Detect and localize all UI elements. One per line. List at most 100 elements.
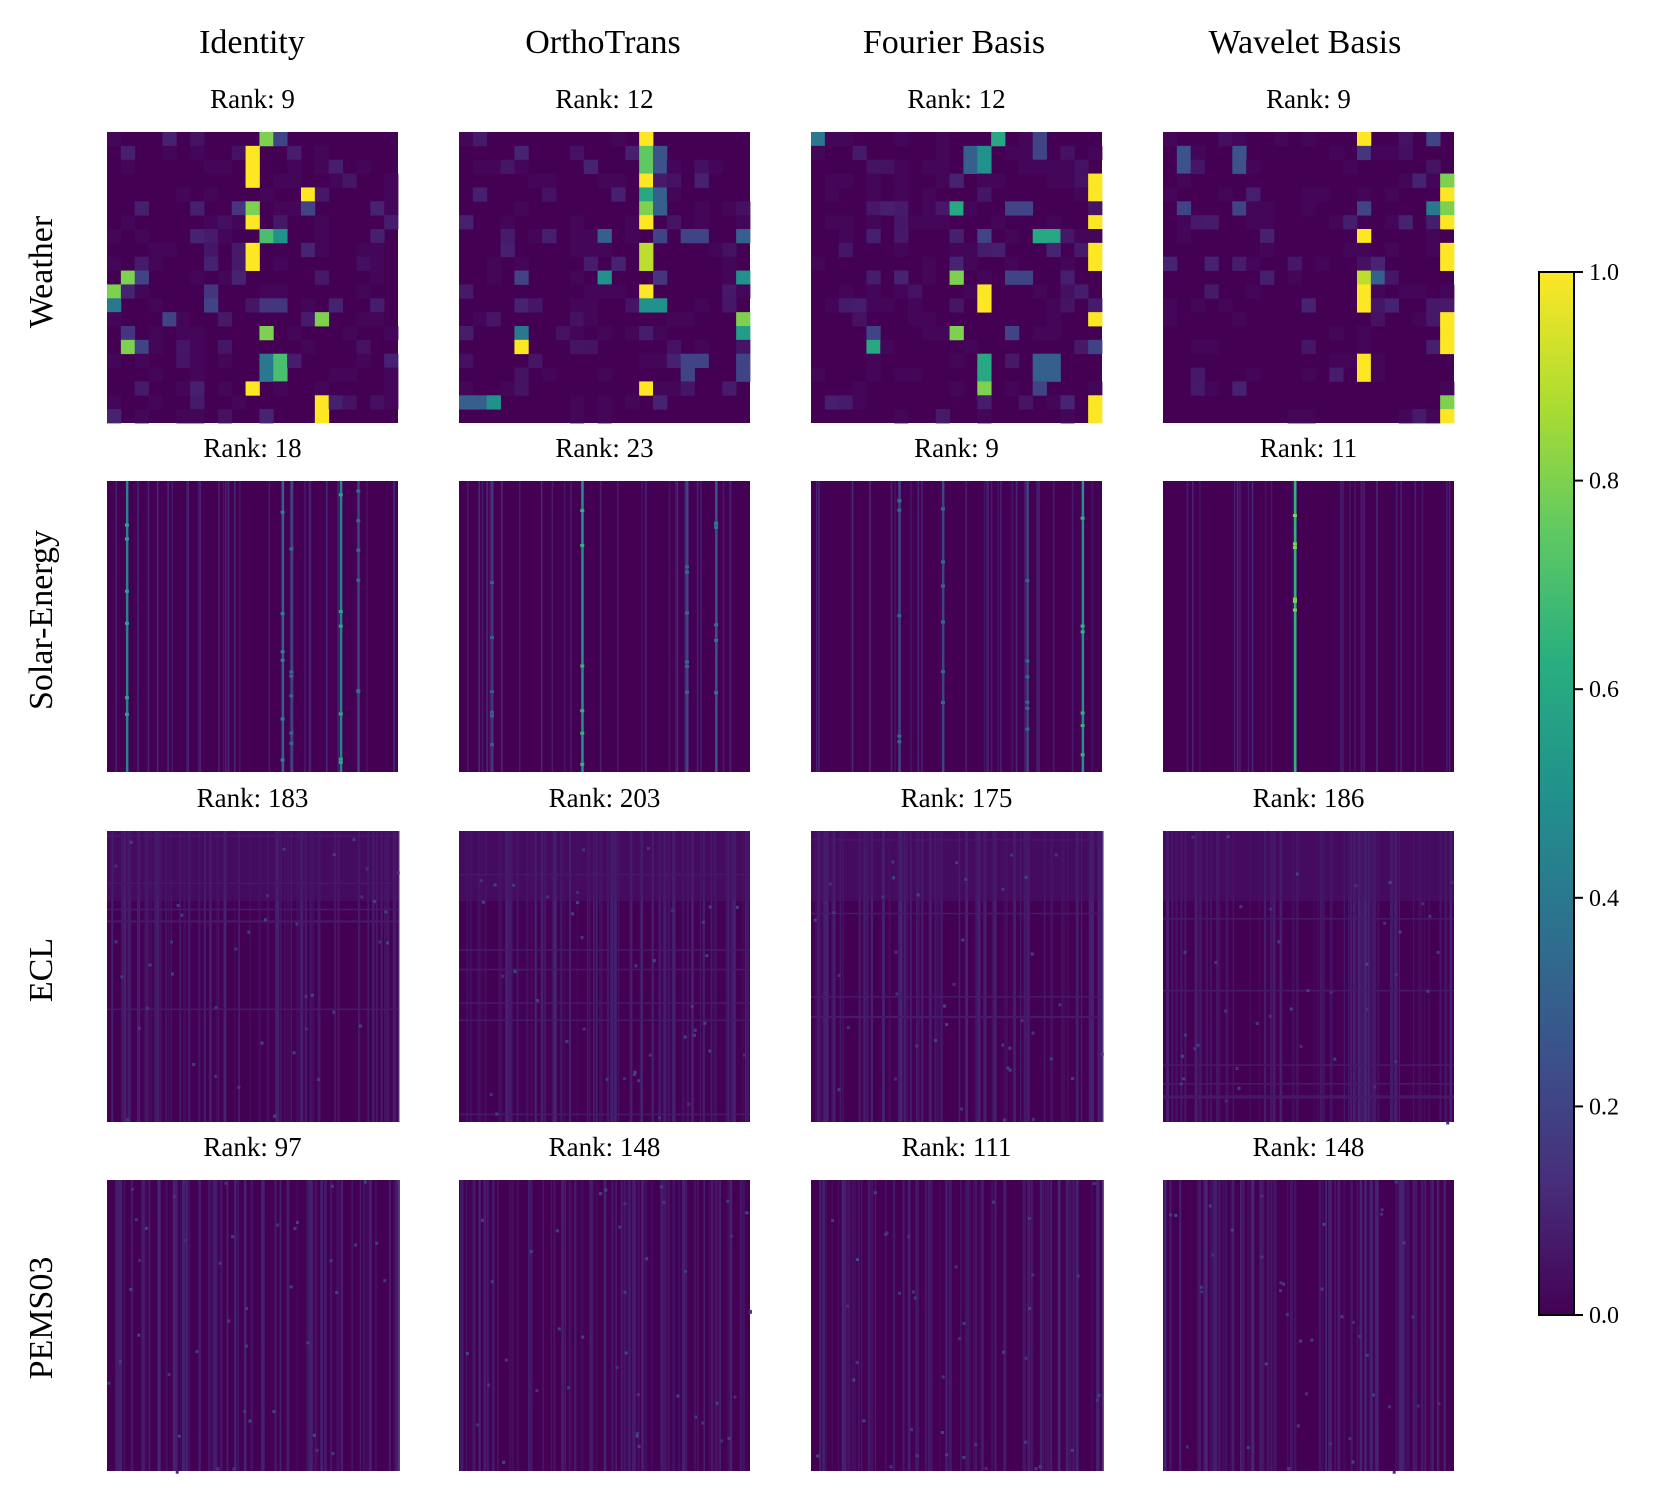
heatmap-stripe: [1313, 831, 1315, 1122]
heatmap-cell: [1260, 242, 1275, 258]
heatmap-cell: [384, 326, 399, 341]
heatmap-cell: [1046, 312, 1061, 327]
heatmap-cell: [124, 696, 129, 700]
heatmap-cell: [514, 381, 529, 396]
heatmap-cell: [1232, 312, 1247, 327]
heatmap-cell: [565, 1040, 569, 1044]
heatmap-cell: [231, 256, 246, 271]
heatmap-cell: [1370, 353, 1386, 368]
heatmap-cell: [935, 326, 950, 341]
heatmap-cell: [370, 256, 385, 271]
rank-label: Rank: 9: [914, 433, 999, 463]
heatmap-stripe: [815, 481, 818, 772]
heatmap-stripe: [290, 481, 293, 772]
heatmap-cell: [360, 895, 364, 899]
heatmap-cell: [1005, 381, 1020, 396]
heatmap-band: [107, 920, 398, 922]
heatmap-cell: [1018, 395, 1034, 410]
heatmap-cell: [611, 187, 626, 202]
heatmap-stripe: [965, 481, 967, 772]
heatmap-cell: [1348, 1437, 1352, 1441]
heatmap-stripe: [645, 1180, 648, 1471]
heatmap-cell: [897, 508, 902, 512]
heatmap-cell: [1226, 835, 1230, 839]
heatmap-cell: [280, 658, 285, 662]
heatmap-stripe: [1354, 831, 1357, 1122]
heatmap-stripe: [1198, 1180, 1202, 1471]
heatmap-stripe: [651, 1180, 653, 1471]
heatmap-cell: [352, 838, 356, 842]
heatmap-cell: [231, 215, 246, 230]
heatmap-cell: [1246, 159, 1261, 174]
heatmap-cell: [722, 284, 737, 299]
heatmap-cell: [824, 395, 840, 410]
heatmap-cell: [107, 395, 122, 410]
heatmap-cell: [190, 395, 205, 410]
heatmap-cell: [949, 256, 964, 271]
heatmap-stripe: [939, 1180, 941, 1471]
heatmap-cell: [280, 717, 285, 721]
heatmap-stripe: [168, 831, 170, 1122]
heatmap-cell: [1018, 270, 1034, 285]
heatmap-stripe: [212, 1180, 216, 1471]
heatmap-stripe: [1269, 1180, 1271, 1471]
heatmap-cell: [490, 690, 495, 694]
heatmap-stripe: [1247, 481, 1250, 772]
heatmap-cell: [384, 173, 399, 188]
heatmap-cell: [639, 381, 654, 396]
heatmap-cell: [1365, 962, 1369, 966]
heatmap-stripe: [123, 831, 127, 1122]
heatmap-stripe: [553, 1180, 556, 1471]
heatmap-cell: [694, 229, 709, 244]
heatmap-pems03-wavelet-basis: Rank: 148: [1163, 1132, 1454, 1474]
heatmap-stripe: [709, 1180, 712, 1471]
heatmap-stripe: [1186, 481, 1189, 772]
heatmap-cell: [611, 173, 626, 188]
heatmap-stripe: [860, 1180, 863, 1471]
heatmap-stripe: [921, 831, 924, 1122]
heatmap-cell: [231, 270, 246, 285]
heatmap-stripe: [626, 1180, 629, 1471]
heatmap-cell: [866, 187, 881, 202]
colorbar: 0.00.20.40.60.81.0: [1538, 260, 1619, 1329]
heatmap-cell: [1357, 353, 1372, 368]
heatmap-stripe: [1075, 1180, 1079, 1471]
heatmap-cell: [384, 215, 399, 230]
heatmap-cell: [259, 187, 274, 202]
heatmap-stripe: [1430, 1180, 1434, 1471]
heatmap-cell: [1328, 1442, 1332, 1446]
heatmap-stripe: [574, 1180, 577, 1471]
heatmap-stripe: [509, 1180, 511, 1471]
heatmap-cell: [1095, 1398, 1099, 1402]
heatmap-cell: [329, 1259, 333, 1263]
heatmap-cell: [1100, 1052, 1104, 1056]
heatmap-stripe: [340, 1180, 344, 1471]
heatmap-cell: [459, 284, 474, 299]
heatmap-cell: [708, 905, 712, 909]
heatmap-cell: [1282, 1282, 1286, 1286]
heatmap-cell: [542, 229, 557, 244]
heatmap-cell: [1204, 381, 1219, 396]
heatmap-stripe: [568, 831, 572, 1122]
heatmap-cell: [1018, 145, 1034, 161]
heatmap-stripe: [550, 1180, 552, 1471]
heatmap-stripe: [529, 1180, 532, 1471]
heatmap-cell: [1440, 201, 1455, 216]
heatmap-cell: [894, 132, 909, 147]
heatmap-cell: [1196, 1043, 1200, 1047]
heatmap-stripe: [909, 1180, 911, 1471]
heatmap-stripe: [486, 1180, 489, 1471]
heatmap-stripe: [708, 1180, 711, 1471]
heatmap-cell: [958, 1337, 962, 1341]
heatmap-stripe: [1402, 1180, 1405, 1471]
heatmap-cell: [1088, 312, 1103, 327]
heatmap-stripe: [480, 831, 483, 1122]
heatmap-cell: [1163, 187, 1178, 202]
heatmap-cell: [866, 173, 881, 188]
heatmap-cell: [1176, 145, 1192, 161]
heatmap-cell: [684, 690, 689, 694]
heatmap-cell: [1370, 256, 1386, 271]
heatmap-cell: [259, 326, 274, 341]
heatmap-cell: [204, 229, 219, 244]
heatmap-cell: [1176, 201, 1192, 216]
